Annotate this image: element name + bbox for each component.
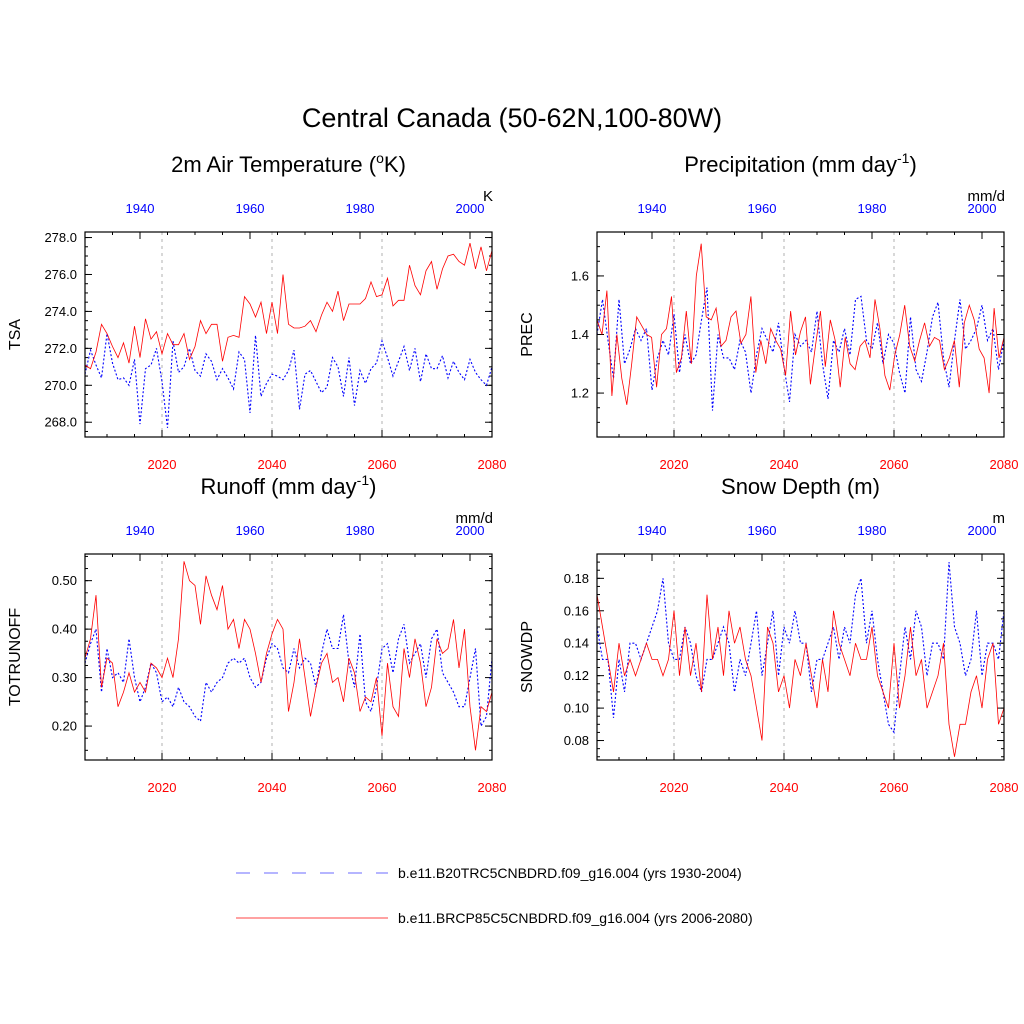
x-bottom-tick-label: 2060	[368, 780, 397, 795]
panel-title-text: Snow Depth (m)	[721, 474, 880, 499]
panels: 2m Air Temperature (oK) K TSA 268.0 270.0 272…	[7, 150, 1018, 795]
units-label: K	[483, 188, 493, 205]
panel-title: Runoff (mm day-1)	[201, 472, 377, 499]
y-tick-label: 0.40	[52, 622, 77, 637]
series-line-historical	[596, 562, 1005, 734]
panel-title: Precipitation (mm day-1)	[684, 150, 917, 177]
units-label: mm/d	[968, 188, 1006, 205]
plot-frame	[596, 553, 1005, 761]
x-bottom-tick-label: 2040	[258, 457, 287, 472]
x-bottom-tick-label: 2040	[258, 780, 287, 795]
x-top-tick-label: 1960	[236, 201, 265, 216]
x-top-tick-label: 1940	[638, 201, 667, 216]
y-tick-label: 0.12	[564, 668, 589, 683]
x-bottom-tick-label: 2020	[660, 780, 689, 795]
x-top-tick-label: 1980	[858, 523, 887, 538]
x-top-tick-label: 1980	[858, 201, 887, 216]
plot-frame	[596, 231, 1005, 438]
y-tick-label: 278.0	[44, 230, 77, 245]
legend-label-future: b.e11.BRCP85C5CNBDRD.f09_g16.004 (yrs 20…	[398, 910, 753, 926]
y-axis-label: TSA	[7, 319, 24, 350]
plot-frame	[84, 231, 493, 438]
x-bottom-tick-label: 2060	[880, 780, 909, 795]
panel-title: 2m Air Temperature (oK)	[171, 150, 406, 177]
panel-title-text: 2m Air Temperature (	[171, 152, 377, 177]
x-bottom-tick-label: 2060	[368, 457, 397, 472]
panel-title-text: Precipitation (mm day	[684, 152, 897, 177]
x-top-tick-label: 1980	[346, 523, 375, 538]
series-line-historical	[596, 287, 1005, 411]
y-tick-label: 0.10	[564, 701, 589, 716]
x-top-tick-label: 1960	[236, 523, 265, 538]
x-top-tick-label: 1940	[638, 523, 667, 538]
units-label: m	[993, 510, 1006, 527]
plot-frame	[84, 553, 493, 761]
x-top-tick-label: 1940	[126, 201, 155, 216]
figure-title: Central Canada (50-62N,100-80W)	[302, 103, 722, 133]
x-top-tick-label: 2000	[968, 201, 997, 216]
legend: b.e11.B20TRC5CNBDRD.f09_g16.004 (yrs 193…	[236, 865, 753, 926]
x-top-tick-label: 1980	[346, 201, 375, 216]
x-bottom-tick-label: 2060	[880, 457, 909, 472]
y-tick-label: 1.2	[571, 386, 589, 401]
chart-panel-snowdp: Snow Depth (m) m SNOWDP 0.08 0.10 0.12 0.14 0.1…	[519, 474, 1018, 795]
y-tick-label: 0.30	[52, 670, 77, 685]
x-bottom-tick-label: 2020	[660, 457, 689, 472]
panel-title-text: Runoff (mm day	[201, 474, 357, 499]
chart-panel-tsa: 2m Air Temperature (oK) K TSA 268.0 270.0 272…	[7, 150, 506, 472]
y-tick-label: 0.14	[564, 636, 589, 651]
x-bottom-tick-label: 2080	[478, 780, 507, 795]
series-line-future	[84, 561, 493, 751]
x-bottom-tick-label: 2080	[478, 457, 507, 472]
x-bottom-tick-label: 2080	[990, 780, 1019, 795]
units-label: mm/d	[456, 510, 494, 527]
series-line-future	[596, 243, 1005, 405]
panel-title-superscript: -1	[357, 472, 370, 488]
series-line-historical	[84, 333, 493, 428]
x-top-tick-label: 2000	[456, 523, 485, 538]
series-line-future	[84, 243, 493, 370]
y-tick-label: 1.4	[571, 327, 589, 342]
series-line-historical	[84, 614, 493, 728]
y-tick-label: 0.08	[564, 733, 589, 748]
panel-title: Snow Depth (m)	[721, 474, 880, 499]
y-tick-label: 1.6	[571, 268, 589, 283]
x-top-tick-label: 1940	[126, 523, 155, 538]
legend-label-historical: b.e11.B20TRC5CNBDRD.f09_g16.004 (yrs 193…	[398, 865, 742, 881]
x-top-tick-label: 2000	[968, 523, 997, 538]
y-tick-label: 274.0	[44, 304, 77, 319]
y-tick-label: 0.50	[52, 573, 77, 588]
x-top-tick-label: 1960	[748, 523, 777, 538]
x-top-tick-label: 1960	[748, 201, 777, 216]
y-tick-label: 0.18	[564, 571, 589, 586]
panel-title-superscript: o	[376, 150, 384, 166]
chart-panel-prec: Precipitation (mm day-1) mm/d PREC 1.2 1.4 1.…	[519, 150, 1018, 472]
x-top-tick-label: 2000	[456, 201, 485, 216]
y-tick-label: 0.16	[564, 603, 589, 618]
series-line-future	[596, 594, 1005, 757]
x-bottom-tick-label: 2020	[148, 780, 177, 795]
panel-title-end: )	[369, 474, 376, 499]
y-tick-label: 0.20	[52, 719, 77, 734]
y-tick-label: 268.0	[44, 415, 77, 430]
panel-title-end: )	[909, 152, 916, 177]
y-axis-label: SNOWDP	[519, 621, 536, 693]
x-bottom-tick-label: 2040	[770, 457, 799, 472]
x-bottom-tick-label: 2040	[770, 780, 799, 795]
panel-title-end: K)	[384, 152, 406, 177]
chart-panel-totrunoff: Runoff (mm day-1) mm/d TOTRUNOFF 0.20 0.30 0.…	[7, 472, 506, 795]
panel-title-superscript: -1	[897, 150, 910, 166]
x-bottom-tick-label: 2080	[990, 457, 1019, 472]
x-bottom-tick-label: 2020	[148, 457, 177, 472]
y-tick-label: 270.0	[44, 378, 77, 393]
y-axis-label: PREC	[519, 312, 536, 356]
y-tick-label: 272.0	[44, 341, 77, 356]
y-tick-label: 276.0	[44, 267, 77, 282]
y-axis-label: TOTRUNOFF	[7, 608, 24, 707]
